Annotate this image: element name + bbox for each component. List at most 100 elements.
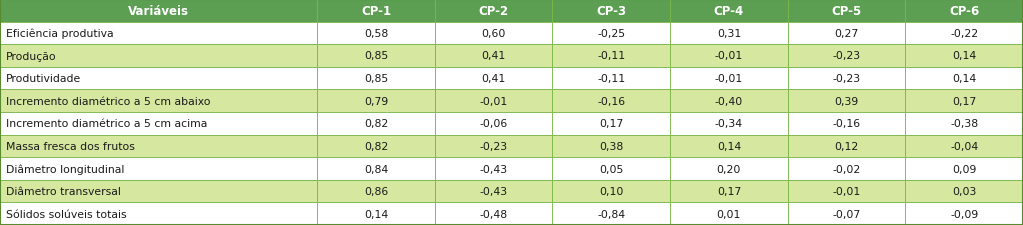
Bar (670, 45, 788, 68)
Bar (670, 158, 788, 180)
Text: CP-3: CP-3 (596, 5, 626, 18)
Text: Incremento diamétrico a 5 cm acima: Incremento diamétrico a 5 cm acima (6, 119, 208, 129)
Text: 0,85: 0,85 (364, 51, 388, 61)
Text: -0,38: -0,38 (950, 119, 978, 129)
Text: -0,09: -0,09 (950, 209, 978, 219)
Bar (670, 90, 788, 112)
Text: 0,17: 0,17 (599, 119, 623, 129)
Bar (552, 45, 670, 68)
Bar (670, 180, 788, 202)
Text: 0,17: 0,17 (952, 96, 976, 106)
Bar (0, 158, 317, 180)
Bar (552, 90, 670, 112)
Bar (905, 0, 1023, 22)
Bar (788, 158, 905, 180)
Text: 0,20: 0,20 (717, 164, 741, 174)
Text: -0,01: -0,01 (715, 51, 743, 61)
Bar (905, 90, 1023, 112)
Text: 0,82: 0,82 (364, 119, 388, 129)
Bar (0, 202, 317, 225)
Bar (0, 22, 317, 45)
Text: -0,01: -0,01 (715, 74, 743, 84)
Bar (788, 135, 905, 158)
Text: 0,41: 0,41 (482, 51, 505, 61)
Bar (0, 45, 317, 68)
Bar (552, 202, 670, 225)
Bar (670, 135, 788, 158)
Bar (317, 68, 435, 90)
Bar (317, 112, 435, 135)
Text: -0,25: -0,25 (597, 29, 625, 39)
Text: CP-1: CP-1 (361, 5, 391, 18)
Bar (552, 0, 670, 22)
Bar (788, 180, 905, 202)
Text: -0,02: -0,02 (833, 164, 860, 174)
Bar (788, 90, 905, 112)
Text: 0,58: 0,58 (364, 29, 388, 39)
Bar (552, 158, 670, 180)
Bar (0, 90, 317, 112)
Bar (670, 112, 788, 135)
Bar (905, 45, 1023, 68)
Text: -0,43: -0,43 (480, 164, 507, 174)
Text: -0,22: -0,22 (950, 29, 978, 39)
Bar (435, 135, 552, 158)
Text: -0,07: -0,07 (833, 209, 860, 219)
Text: -0,84: -0,84 (597, 209, 625, 219)
Text: -0,01: -0,01 (833, 186, 860, 196)
Text: 0,84: 0,84 (364, 164, 388, 174)
Text: -0,04: -0,04 (950, 141, 978, 151)
Text: 0,31: 0,31 (717, 29, 741, 39)
Bar (317, 45, 435, 68)
Bar (788, 45, 905, 68)
Bar (905, 22, 1023, 45)
Bar (317, 22, 435, 45)
Text: -0,01: -0,01 (480, 96, 507, 106)
Bar (435, 158, 552, 180)
Bar (905, 68, 1023, 90)
Bar (552, 135, 670, 158)
Bar (788, 68, 905, 90)
Text: CP-2: CP-2 (479, 5, 508, 18)
Bar (670, 202, 788, 225)
Text: -0,06: -0,06 (480, 119, 507, 129)
Text: -0,16: -0,16 (833, 119, 860, 129)
Bar (317, 202, 435, 225)
Text: 0,10: 0,10 (599, 186, 623, 196)
Text: Variáveis: Variáveis (128, 5, 189, 18)
Bar (435, 68, 552, 90)
Bar (435, 180, 552, 202)
Bar (435, 22, 552, 45)
Text: Produção: Produção (6, 51, 56, 61)
Bar (317, 158, 435, 180)
Bar (788, 202, 905, 225)
Text: -0,16: -0,16 (597, 96, 625, 106)
Text: -0,11: -0,11 (597, 51, 625, 61)
Text: 0,38: 0,38 (599, 141, 623, 151)
Text: 0,01: 0,01 (717, 209, 741, 219)
Text: 0,03: 0,03 (952, 186, 976, 196)
Text: 0,79: 0,79 (364, 96, 388, 106)
Text: -0,48: -0,48 (480, 209, 507, 219)
Text: 0,41: 0,41 (482, 74, 505, 84)
Text: 0,85: 0,85 (364, 74, 388, 84)
Text: Produtividade: Produtividade (6, 74, 82, 84)
Text: Massa fresca dos frutos: Massa fresca dos frutos (6, 141, 135, 151)
Text: Eficiência produtiva: Eficiência produtiva (6, 29, 114, 39)
Text: CP-5: CP-5 (832, 5, 861, 18)
Text: 0,14: 0,14 (952, 51, 976, 61)
Text: 0,12: 0,12 (835, 141, 858, 151)
Bar (317, 90, 435, 112)
Bar (435, 112, 552, 135)
Text: 0,14: 0,14 (717, 141, 741, 151)
Bar (670, 68, 788, 90)
Text: 0,14: 0,14 (364, 209, 388, 219)
Text: CP-4: CP-4 (714, 5, 744, 18)
Bar (552, 180, 670, 202)
Bar (552, 68, 670, 90)
Bar (317, 180, 435, 202)
Bar (0, 68, 317, 90)
Bar (788, 0, 905, 22)
Text: -0,23: -0,23 (480, 141, 507, 151)
Text: Diâmetro longitudinal: Diâmetro longitudinal (6, 164, 125, 174)
